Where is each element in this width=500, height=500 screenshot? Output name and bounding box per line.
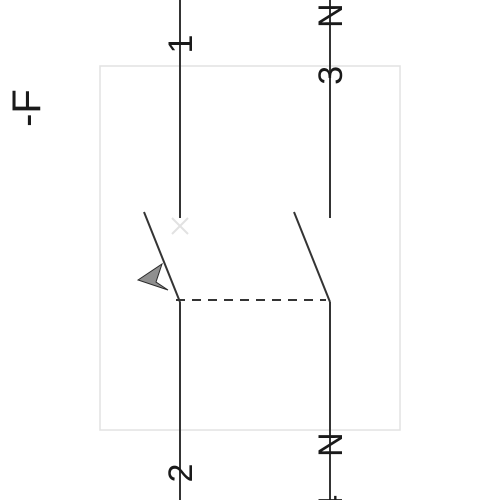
protective-device-symbol: -F 1 3N 2 4N (0, 0, 500, 500)
symbol-frame (100, 66, 400, 430)
device-designator: -F (5, 89, 49, 127)
terminal-1-label: 1 (162, 35, 200, 54)
fuse-x-marker (172, 218, 188, 234)
contact-arm-right (294, 212, 330, 302)
terminal-2-label: 2 (162, 464, 200, 483)
trip-arrow-icon (138, 264, 168, 290)
